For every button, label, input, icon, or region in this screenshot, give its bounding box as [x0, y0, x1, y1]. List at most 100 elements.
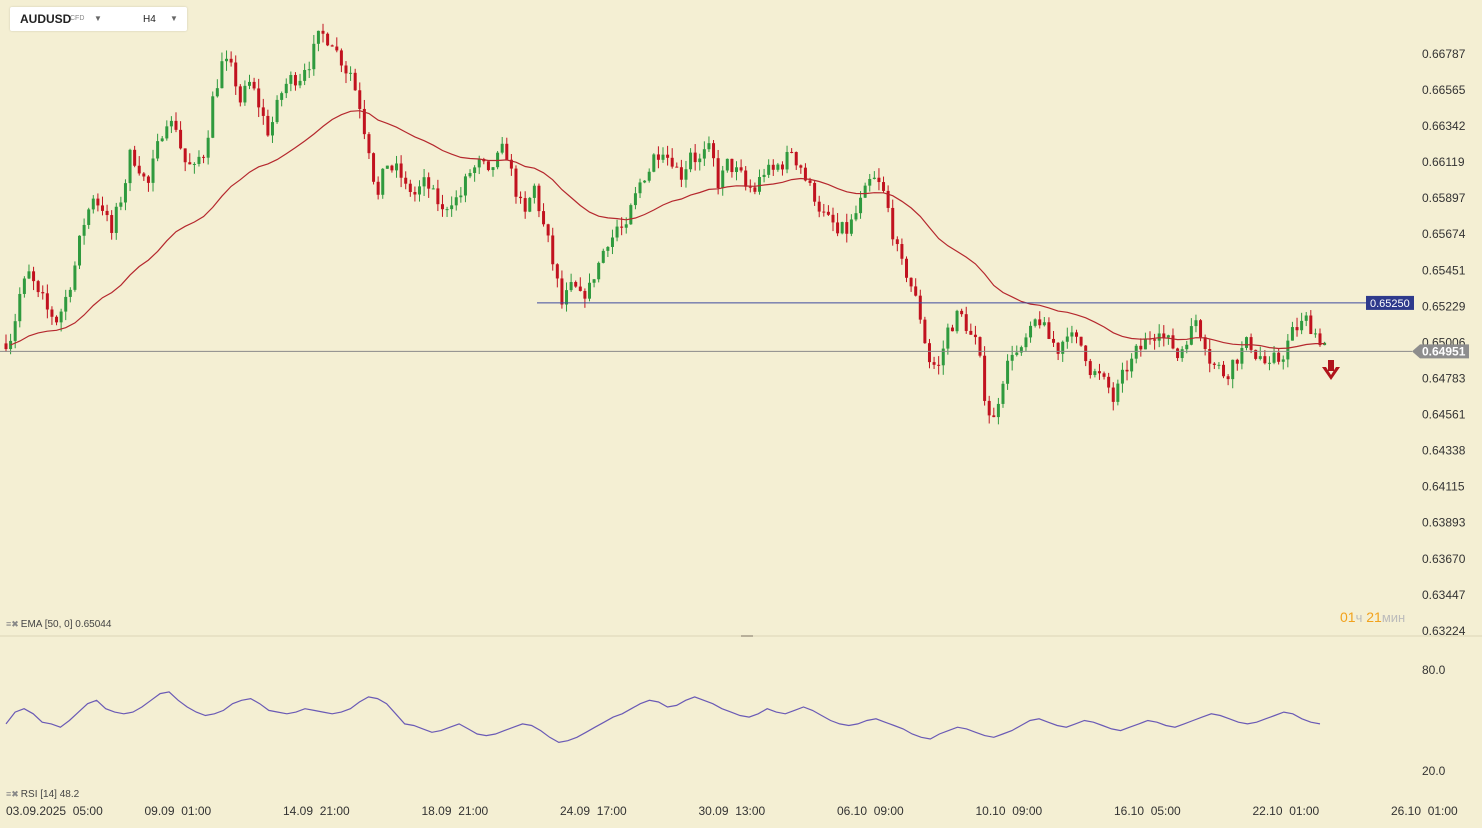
candle-body — [546, 224, 550, 236]
candle-body — [413, 192, 417, 195]
timer-hours: 01 — [1340, 609, 1356, 625]
candle-body — [542, 211, 546, 225]
candle-body — [229, 58, 233, 63]
candle-body — [1130, 358, 1134, 372]
rsi-axis: 80.0 20.0 — [1422, 663, 1446, 778]
candle-body — [1033, 319, 1037, 326]
candle-body — [192, 163, 196, 165]
timer-minutes: 21 — [1366, 609, 1382, 625]
candle-body — [1171, 335, 1175, 349]
candle-body — [1157, 333, 1161, 341]
candle-body — [1084, 345, 1088, 362]
candle-body — [918, 295, 922, 320]
candle-body — [679, 167, 683, 180]
price-tick-label: 0.65897 — [1422, 191, 1466, 205]
candle-body — [491, 167, 495, 171]
candle-body — [523, 198, 527, 212]
candle-body — [1097, 371, 1101, 374]
candle-body — [1304, 315, 1308, 321]
candle-body — [114, 206, 118, 233]
timer-minutes-unit: мин — [1381, 610, 1406, 625]
level-price-label[interactable]: 0.65250 — [1366, 295, 1414, 310]
candle-body — [431, 188, 435, 190]
candle-body — [1107, 376, 1111, 388]
candle-body — [1116, 383, 1120, 402]
candle-body — [59, 311, 63, 323]
candle-body — [1208, 348, 1212, 364]
candle-body — [969, 330, 973, 335]
candle-body — [1153, 339, 1157, 341]
candle-body — [1001, 383, 1005, 404]
candle-body — [1029, 325, 1033, 338]
candle-body — [932, 362, 936, 365]
candle-body — [500, 143, 504, 153]
candle-body — [330, 45, 334, 47]
candle-body — [9, 340, 13, 350]
price-tick-label: 0.65674 — [1422, 227, 1466, 241]
panel-resize-handle[interactable] — [741, 635, 753, 637]
candle-body — [877, 177, 881, 183]
candle-body — [780, 164, 784, 170]
settings-close-icon[interactable]: ≡✖ — [6, 789, 19, 799]
candle-body — [565, 290, 569, 305]
candle-body — [693, 152, 697, 163]
candle-body — [771, 164, 775, 170]
candle-body — [303, 69, 307, 81]
candle-body — [698, 158, 702, 163]
candle-body — [225, 58, 229, 62]
chevron-down-icon[interactable]: ▼ — [170, 14, 178, 23]
candle-body — [882, 182, 886, 191]
candle-body — [629, 205, 633, 225]
candle-body — [941, 348, 945, 366]
candle-body — [362, 108, 366, 135]
candle-body — [128, 149, 132, 184]
candle-body — [280, 93, 284, 100]
candle-body — [532, 185, 536, 198]
candle-body — [248, 81, 252, 86]
candle-body — [183, 148, 187, 163]
candle-body — [440, 204, 444, 210]
candle-body — [459, 195, 463, 198]
candle-body — [169, 120, 173, 127]
candle-body — [165, 126, 169, 139]
candle-body — [486, 161, 490, 171]
candle-body — [551, 235, 555, 265]
candle-body — [840, 222, 844, 234]
rsi-legend[interactable]: ≡✖ RSI [14] 48.2 — [6, 789, 79, 800]
candle-body — [707, 143, 711, 150]
candle-body — [1010, 354, 1014, 361]
time-tick-label: 14.09 21:00 — [283, 804, 350, 818]
price-tick-label: 0.64783 — [1422, 372, 1466, 386]
candle-body — [202, 156, 206, 158]
time-tick-label: 09.09 01:00 — [145, 804, 212, 818]
candle-body — [275, 99, 279, 123]
candle-body — [859, 197, 863, 214]
candle-body — [661, 154, 665, 160]
candle-body — [845, 222, 849, 234]
candle-body — [813, 182, 817, 202]
candle-body — [620, 226, 624, 228]
candle-body — [721, 170, 725, 188]
candle-body — [188, 162, 192, 165]
candle-body — [689, 152, 693, 170]
candle-body — [307, 69, 311, 71]
candle-body — [560, 278, 564, 305]
symbol-selector[interactable]: AUDUSD — [20, 12, 72, 26]
ema-legend[interactable]: ≡✖ EMA [50, 0] 0.65044 — [6, 619, 111, 630]
price-tick-label: 0.64338 — [1422, 444, 1466, 458]
candle-body — [785, 151, 789, 170]
candle-body — [146, 176, 150, 183]
candle-body — [624, 224, 628, 228]
settings-close-icon[interactable]: ≡✖ — [6, 619, 19, 629]
timeframe-selector[interactable]: H4 — [143, 14, 156, 25]
candle-body — [652, 154, 656, 172]
price-tick-label: 0.65229 — [1422, 299, 1466, 313]
candle-body — [1267, 362, 1271, 364]
candle-body — [1019, 347, 1023, 353]
candle-body — [220, 61, 224, 89]
price-tick-label: 0.66565 — [1422, 83, 1466, 97]
candle-body — [234, 62, 238, 87]
candle-body — [41, 292, 45, 294]
chevron-down-icon[interactable]: ▼ — [94, 14, 102, 23]
